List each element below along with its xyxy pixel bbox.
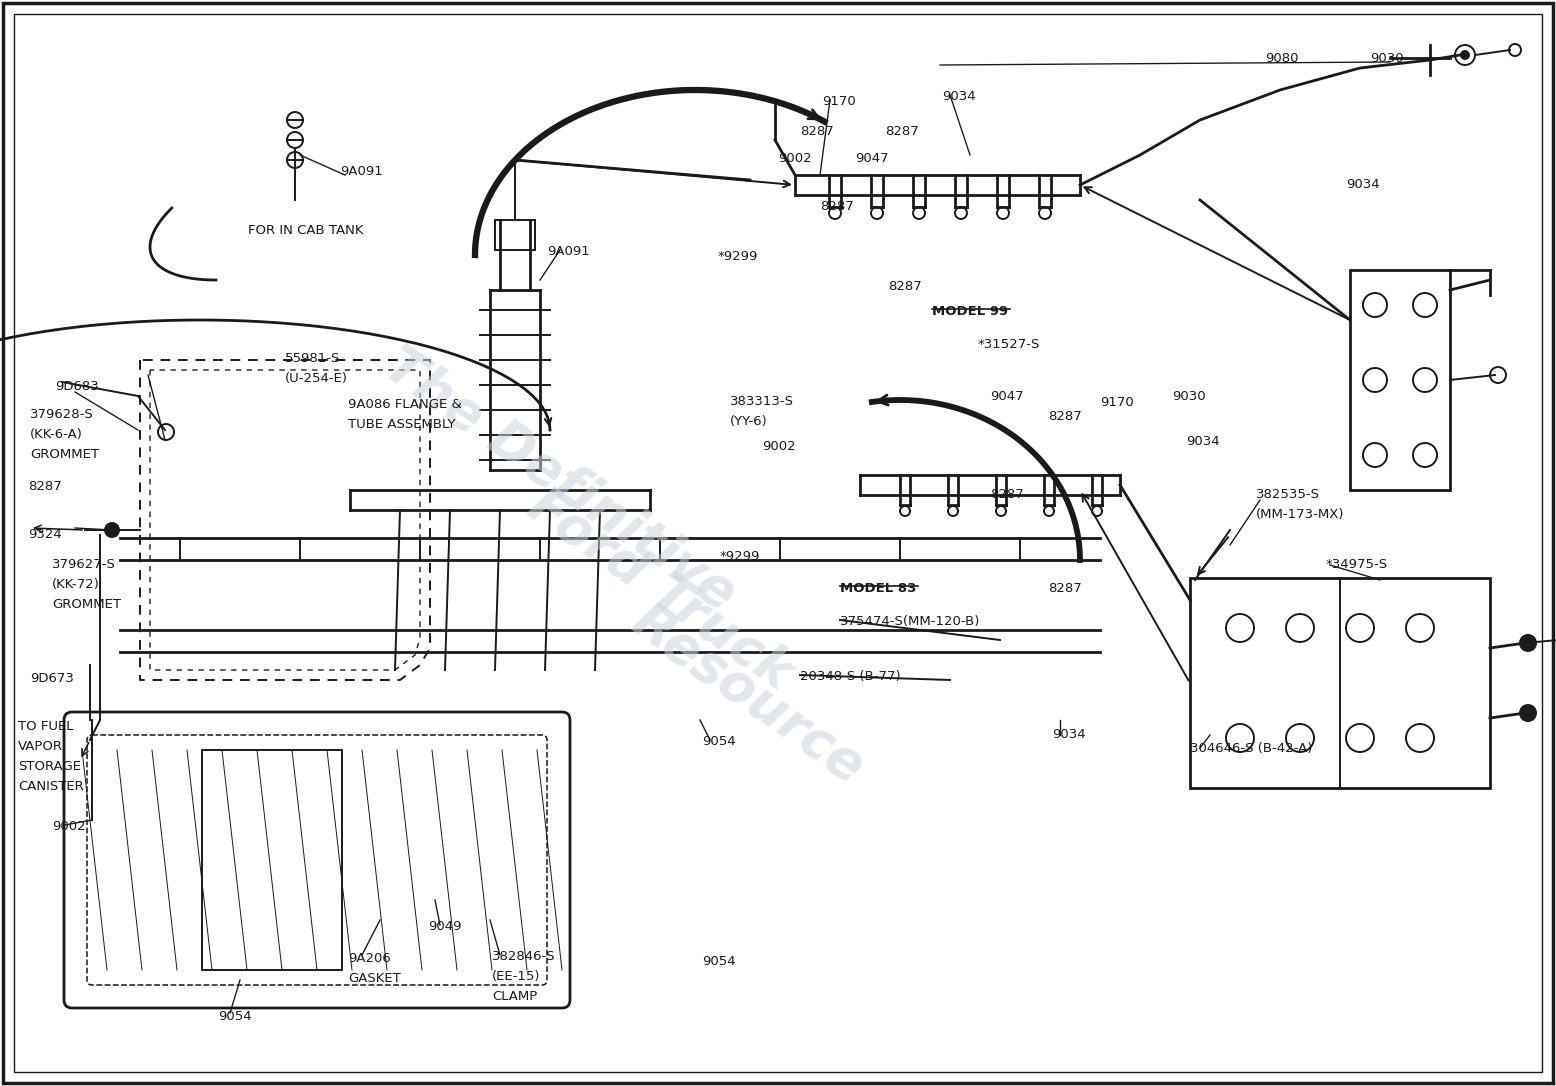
Text: GROMMET: GROMMET [51, 598, 121, 611]
Text: VAPOR: VAPOR [19, 740, 62, 753]
Text: (MM-173-MX): (MM-173-MX) [1256, 508, 1344, 521]
Text: 9A206: 9A206 [349, 952, 391, 965]
Text: 9170: 9170 [1100, 396, 1134, 409]
Text: 9A091: 9A091 [548, 245, 590, 258]
Text: GROMMET: GROMMET [30, 449, 100, 460]
Text: 375474-S(MM-120-B): 375474-S(MM-120-B) [840, 615, 980, 628]
Text: *9299: *9299 [720, 550, 761, 563]
Text: 9A086 FLANGE &: 9A086 FLANGE & [349, 397, 462, 411]
Text: (KK-72): (KK-72) [51, 578, 100, 591]
Text: 9324: 9324 [28, 528, 62, 541]
Text: 9047: 9047 [990, 390, 1024, 403]
Text: 55981-S: 55981-S [285, 352, 341, 365]
Text: 9080: 9080 [1265, 52, 1299, 65]
Text: 8287: 8287 [28, 480, 62, 493]
Text: 9054: 9054 [702, 955, 736, 968]
Text: The Definitive: The Definitive [373, 339, 745, 621]
Text: 382535-S: 382535-S [1256, 488, 1319, 501]
Circle shape [1520, 635, 1536, 651]
Text: 9047: 9047 [854, 152, 888, 165]
Text: *9299: *9299 [717, 250, 758, 263]
Text: 8287: 8287 [820, 200, 854, 213]
Text: 9030: 9030 [1369, 52, 1404, 65]
Text: (YY-6): (YY-6) [730, 415, 767, 428]
Text: 9030: 9030 [1172, 390, 1206, 403]
Text: 8287: 8287 [800, 125, 834, 138]
Text: 304646-S (B-42-A): 304646-S (B-42-A) [1190, 742, 1312, 755]
Text: 9034: 9034 [1186, 435, 1220, 449]
Text: 9034: 9034 [1346, 178, 1380, 191]
Text: MODEL 99: MODEL 99 [932, 305, 1008, 318]
Text: MODEL 83: MODEL 83 [840, 582, 916, 595]
Text: 382846-S: 382846-S [492, 950, 555, 963]
Text: 8287: 8287 [990, 488, 1024, 501]
Text: FOR IN CAB TANK: FOR IN CAB TANK [247, 224, 364, 237]
Text: (EE-15): (EE-15) [492, 970, 540, 983]
Circle shape [1461, 51, 1469, 59]
Text: 379628-S: 379628-S [30, 408, 93, 421]
Text: 9054: 9054 [218, 1010, 252, 1023]
Text: 9002: 9002 [51, 820, 86, 833]
Text: *34975-S: *34975-S [1326, 558, 1388, 571]
Text: 8287: 8287 [1049, 411, 1081, 424]
Text: 9D683: 9D683 [54, 380, 98, 393]
Text: 9049: 9049 [428, 920, 462, 933]
Text: 9034: 9034 [1052, 728, 1086, 741]
Text: 8287: 8287 [1049, 582, 1081, 595]
Text: GASKET: GASKET [349, 972, 401, 985]
Text: 9A091: 9A091 [341, 165, 383, 178]
Text: 9170: 9170 [822, 94, 856, 108]
Text: 20348-S (B-77): 20348-S (B-77) [800, 670, 901, 683]
Text: (KK-6-A): (KK-6-A) [30, 428, 82, 441]
Bar [1351, 270, 1450, 490]
Text: TUBE ASSEMBLY: TUBE ASSEMBLY [349, 418, 456, 431]
Text: Resource: Resource [622, 596, 874, 794]
Text: (U-254-E): (U-254-E) [285, 372, 349, 386]
Text: 383313-S: 383313-S [730, 395, 794, 408]
Text: *31527-S: *31527-S [979, 338, 1041, 351]
Bar [495, 220, 535, 250]
Text: 8287: 8287 [885, 125, 918, 138]
Text: 9034: 9034 [941, 90, 976, 103]
Text: 9054: 9054 [702, 735, 736, 748]
Text: STORAGE: STORAGE [19, 760, 81, 773]
Bar [202, 750, 342, 970]
Circle shape [1520, 705, 1536, 721]
Text: 9D673: 9D673 [30, 672, 73, 685]
Text: CLAMP: CLAMP [492, 990, 537, 1003]
Text: CANISTER: CANISTER [19, 780, 84, 793]
Text: 8287: 8287 [888, 280, 921, 293]
Text: 9002: 9002 [778, 152, 812, 165]
Circle shape [104, 523, 118, 536]
Text: Ford Truck: Ford Truck [518, 480, 801, 700]
Bar [1190, 578, 1491, 788]
Text: TO FUEL: TO FUEL [19, 720, 73, 733]
Text: 9002: 9002 [762, 440, 795, 453]
Text: 379627-S: 379627-S [51, 558, 115, 571]
